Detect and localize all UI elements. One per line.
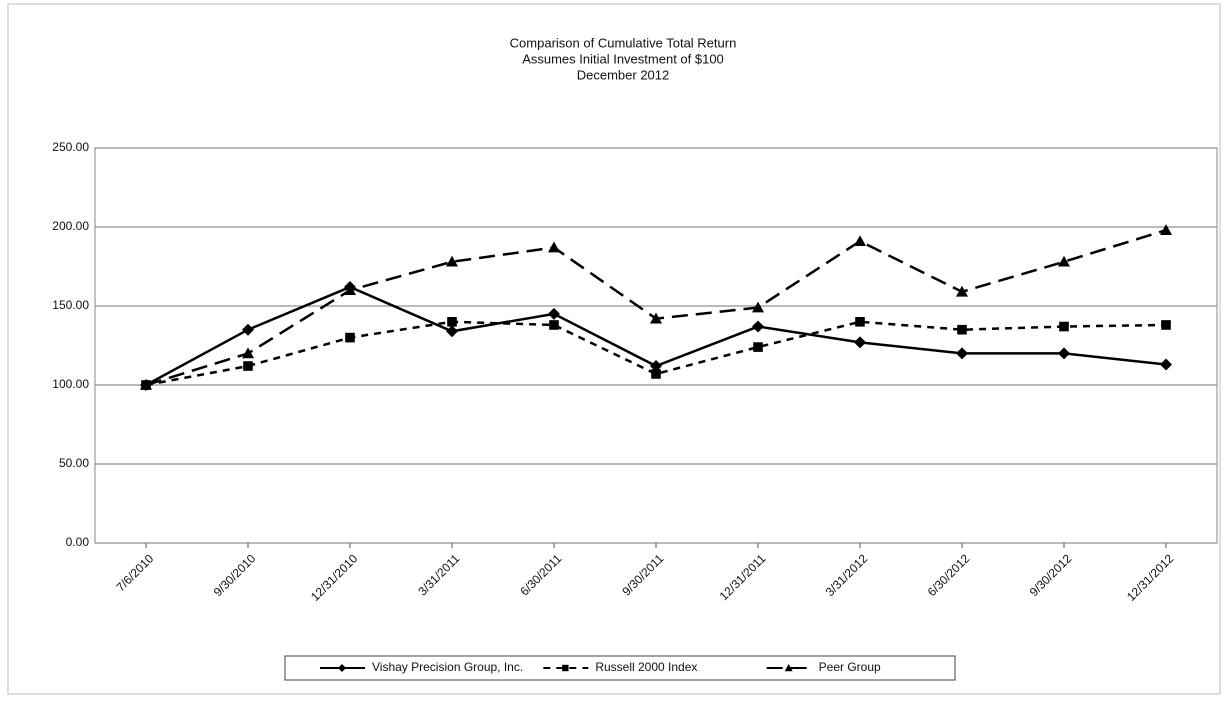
chart-title: Comparison of Cumulative Total Return (510, 35, 737, 50)
point-marker (549, 320, 559, 330)
point-marker (855, 317, 865, 327)
x-tick-label: 9/30/2012 (1027, 551, 1075, 599)
y-tick-label: 0.00 (66, 535, 90, 549)
point-marker (956, 285, 968, 297)
chart-subtitle: December 2012 (577, 67, 670, 82)
y-tick-label: 250.00 (52, 140, 89, 154)
point-marker (1059, 321, 1069, 332)
y-tick-label: 150.00 (52, 298, 89, 312)
x-tick-label: 9/30/2011 (619, 551, 666, 598)
x-tick-label: 12/31/2011 (717, 551, 769, 603)
point-marker (1161, 320, 1171, 330)
page-border (7, 3, 1221, 695)
point-marker (784, 664, 793, 672)
x-tick-label: 6/30/2012 (925, 551, 973, 599)
legend-label: Vishay Precision Group, Inc. (372, 660, 523, 674)
point-marker (548, 307, 560, 320)
point-marker (752, 320, 764, 333)
point-marker (243, 361, 253, 371)
point-marker (446, 255, 458, 267)
chart-subtitle: Assumes Initial Investment of $100 (522, 51, 724, 66)
point-marker (752, 301, 764, 313)
y-tick-label: 200.00 (52, 219, 89, 233)
point-marker (650, 312, 662, 324)
x-tick-label: 12/31/2012 (1124, 551, 1177, 604)
point-marker (344, 284, 356, 295)
point-marker (242, 347, 254, 359)
point-marker (956, 347, 968, 360)
point-marker (957, 324, 967, 335)
x-tick-label: 3/31/2012 (823, 551, 871, 599)
point-marker (1058, 347, 1070, 360)
point-marker (447, 317, 457, 327)
point-marker (1160, 224, 1172, 235)
point-marker (753, 342, 763, 352)
x-tick-label: 6/30/2011 (517, 551, 564, 598)
point-marker (446, 325, 458, 338)
point-marker (242, 323, 254, 336)
legend-label: Russell 2000 Index (595, 660, 697, 674)
x-tick-label: 3/31/2011 (415, 551, 462, 598)
x-tick-label: 9/30/2010 (211, 551, 259, 599)
point-marker (345, 332, 355, 343)
point-marker (651, 369, 661, 379)
point-marker (854, 336, 866, 349)
y-tick-label: 50.00 (59, 456, 89, 470)
point-marker (140, 379, 152, 390)
x-tick-label: 12/31/2010 (308, 551, 361, 604)
point-marker (854, 235, 866, 247)
plot-area (94, 147, 1218, 544)
point-marker (1058, 255, 1070, 267)
legend-box (284, 655, 956, 681)
point-marker (650, 360, 662, 373)
y-tick-label: 100.00 (52, 377, 89, 391)
point-marker (338, 664, 346, 672)
point-marker (1160, 358, 1172, 371)
x-tick-label: 7/6/2010 (113, 551, 156, 594)
point-marker (548, 241, 560, 253)
series-line (145, 320, 1167, 387)
point-marker (562, 664, 569, 672)
legend-label: Peer Group (819, 660, 881, 674)
